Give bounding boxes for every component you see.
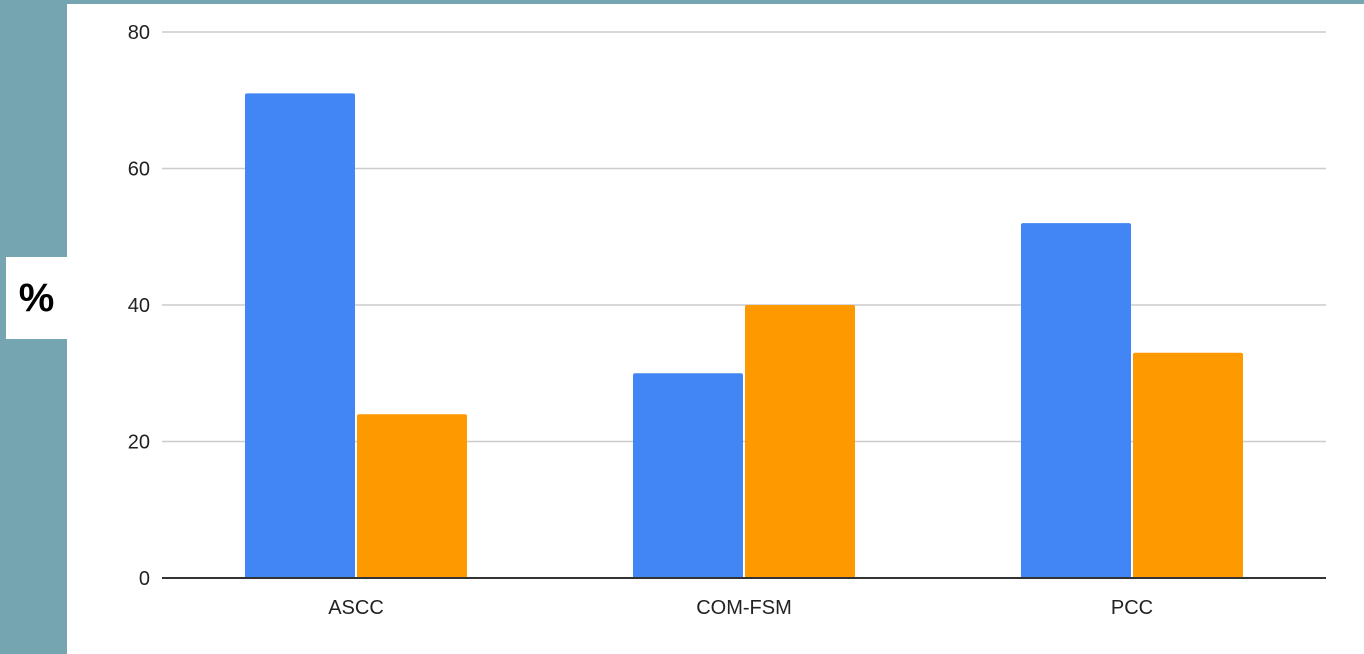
y-tick-label: 60 [128, 159, 150, 181]
bar-ascc-series-2 [357, 414, 467, 578]
y-tick-label: 20 [128, 432, 150, 454]
bar-pcc-series-1 [1021, 223, 1131, 578]
bar-com-fsm-series-2 [745, 305, 855, 578]
x-tick-label: PCC [1111, 597, 1153, 619]
y-tick-label: 40 [128, 295, 150, 317]
bar-ascc-series-1 [245, 93, 355, 579]
y-unit-label: % [18, 275, 55, 320]
y-tick-label: 80 [128, 22, 150, 44]
x-tick-labels: ASCC COM-FSM PCC [328, 597, 1153, 619]
bar-pcc-series-2 [1133, 352, 1243, 578]
bar-com-fsm-series-1 [633, 373, 743, 578]
top-strip [0, 0, 1364, 4]
bars [245, 93, 1243, 579]
x-tick-label: COM-FSM [696, 597, 792, 619]
x-tick-label: ASCC [328, 597, 384, 619]
y-tick-labels: 0 20 40 60 80 [128, 22, 150, 590]
gridlines [162, 31, 1326, 443]
y-tick-label: 0 [139, 568, 150, 590]
y-unit-box: % [6, 257, 67, 339]
